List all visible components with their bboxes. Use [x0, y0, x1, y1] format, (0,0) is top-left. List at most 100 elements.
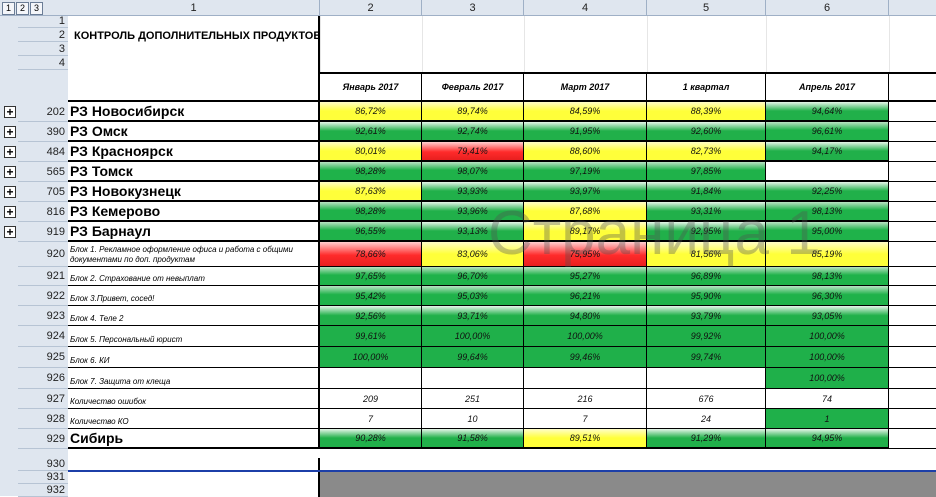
row-number[interactable]: 928: [18, 409, 68, 429]
column-header[interactable]: 3: [422, 0, 524, 16]
value-cell[interactable]: [889, 142, 936, 162]
value-cell[interactable]: 91,29%: [647, 429, 766, 449]
value-cell[interactable]: 97,65%: [320, 267, 422, 286]
value-cell[interactable]: 82,73%: [647, 142, 766, 162]
value-cell[interactable]: 99,64%: [422, 347, 524, 368]
expand-group-button[interactable]: +: [4, 226, 16, 238]
value-cell[interactable]: 75,95%: [524, 242, 647, 267]
row-number[interactable]: 4: [18, 56, 68, 70]
value-cell[interactable]: 85,19%: [766, 242, 889, 267]
row-number[interactable]: 923: [18, 306, 68, 326]
value-cell[interactable]: 92,60%: [647, 122, 766, 142]
value-cell[interactable]: [889, 202, 936, 222]
value-cell[interactable]: 93,96%: [422, 202, 524, 222]
column-header[interactable]: 4: [524, 0, 647, 16]
value-cell[interactable]: 96,55%: [320, 222, 422, 242]
row-number[interactable]: 484: [18, 142, 68, 162]
value-cell[interactable]: 89,74%: [422, 102, 524, 122]
value-cell[interactable]: 95,00%: [766, 222, 889, 242]
value-cell[interactable]: 94,17%: [766, 142, 889, 162]
row-number[interactable]: 927: [18, 389, 68, 409]
row-number[interactable]: 932: [18, 484, 68, 497]
value-cell[interactable]: 96,21%: [524, 286, 647, 306]
value-cell[interactable]: 78,66%: [320, 242, 422, 267]
row-number[interactable]: 390: [18, 122, 68, 142]
row-number[interactable]: 921: [18, 267, 68, 286]
value-cell[interactable]: 96,30%: [766, 286, 889, 306]
value-cell[interactable]: [889, 162, 936, 182]
row-number[interactable]: 922: [18, 286, 68, 306]
value-cell[interactable]: 92,95%: [647, 222, 766, 242]
value-cell[interactable]: 99,61%: [320, 326, 422, 347]
value-cell[interactable]: 89,17%: [524, 222, 647, 242]
value-cell[interactable]: 100,00%: [766, 326, 889, 347]
value-cell[interactable]: 93,97%: [524, 182, 647, 202]
value-cell[interactable]: 7: [320, 409, 422, 429]
expand-group-button[interactable]: +: [4, 206, 16, 218]
value-cell[interactable]: 99,74%: [647, 347, 766, 368]
row-number[interactable]: 3: [18, 42, 68, 56]
value-cell[interactable]: [889, 242, 936, 267]
row-number[interactable]: 919: [18, 222, 68, 242]
expand-group-button[interactable]: +: [4, 126, 16, 138]
expand-group-button[interactable]: +: [4, 146, 16, 158]
value-cell[interactable]: [889, 347, 936, 368]
value-cell[interactable]: 98,07%: [422, 162, 524, 182]
value-cell[interactable]: [524, 368, 647, 389]
row-number[interactable]: 926: [18, 368, 68, 389]
value-cell[interactable]: 91,58%: [422, 429, 524, 449]
row-number[interactable]: 202: [18, 102, 68, 122]
value-cell[interactable]: 90,28%: [320, 429, 422, 449]
value-cell[interactable]: 91,95%: [524, 122, 647, 142]
value-cell[interactable]: 79,41%: [422, 142, 524, 162]
value-cell[interactable]: [766, 162, 889, 182]
value-cell[interactable]: 92,74%: [422, 122, 524, 142]
value-cell[interactable]: 209: [320, 389, 422, 409]
value-cell[interactable]: 97,85%: [647, 162, 766, 182]
row-number[interactable]: 816: [18, 202, 68, 222]
value-cell[interactable]: [889, 389, 936, 409]
value-cell[interactable]: 96,89%: [647, 267, 766, 286]
expand-group-button[interactable]: +: [4, 166, 16, 178]
value-cell[interactable]: 10: [422, 409, 524, 429]
value-cell[interactable]: 86,72%: [320, 102, 422, 122]
value-cell[interactable]: 100,00%: [422, 326, 524, 347]
column-header[interactable]: 5: [647, 0, 766, 16]
value-cell[interactable]: [422, 368, 524, 389]
expand-group-button[interactable]: +: [4, 106, 16, 118]
value-cell[interactable]: 81,56%: [647, 242, 766, 267]
value-cell[interactable]: 87,63%: [320, 182, 422, 202]
value-cell[interactable]: 83,06%: [422, 242, 524, 267]
row-number[interactable]: 920: [18, 242, 68, 267]
value-cell[interactable]: 93,93%: [422, 182, 524, 202]
value-cell[interactable]: 94,64%: [766, 102, 889, 122]
value-cell[interactable]: [647, 368, 766, 389]
outline-level-button[interactable]: 3: [30, 2, 43, 15]
value-cell[interactable]: [889, 102, 936, 122]
value-cell[interactable]: 100,00%: [320, 347, 422, 368]
value-cell[interactable]: 91,84%: [647, 182, 766, 202]
value-cell[interactable]: 24: [647, 409, 766, 429]
value-cell[interactable]: 676: [647, 389, 766, 409]
value-cell[interactable]: [889, 122, 936, 142]
value-cell[interactable]: 95,03%: [422, 286, 524, 306]
value-cell[interactable]: 98,13%: [766, 267, 889, 286]
row-number[interactable]: 925: [18, 347, 68, 368]
value-cell[interactable]: 92,25%: [766, 182, 889, 202]
value-cell[interactable]: 88,39%: [647, 102, 766, 122]
value-cell[interactable]: 88,60%: [524, 142, 647, 162]
value-cell[interactable]: 84,59%: [524, 102, 647, 122]
value-cell[interactable]: 100,00%: [766, 347, 889, 368]
value-cell[interactable]: 100,00%: [524, 326, 647, 347]
row-number[interactable]: 565: [18, 162, 68, 182]
value-cell[interactable]: 99,46%: [524, 347, 647, 368]
value-cell[interactable]: 95,90%: [647, 286, 766, 306]
value-cell[interactable]: 80,01%: [320, 142, 422, 162]
value-cell[interactable]: 93,05%: [766, 306, 889, 326]
value-cell[interactable]: 1: [766, 409, 889, 429]
value-cell[interactable]: 89,51%: [524, 429, 647, 449]
column-header[interactable]: 2: [320, 0, 422, 16]
value-cell[interactable]: 92,61%: [320, 122, 422, 142]
value-cell[interactable]: [889, 182, 936, 202]
value-cell[interactable]: 7: [524, 409, 647, 429]
